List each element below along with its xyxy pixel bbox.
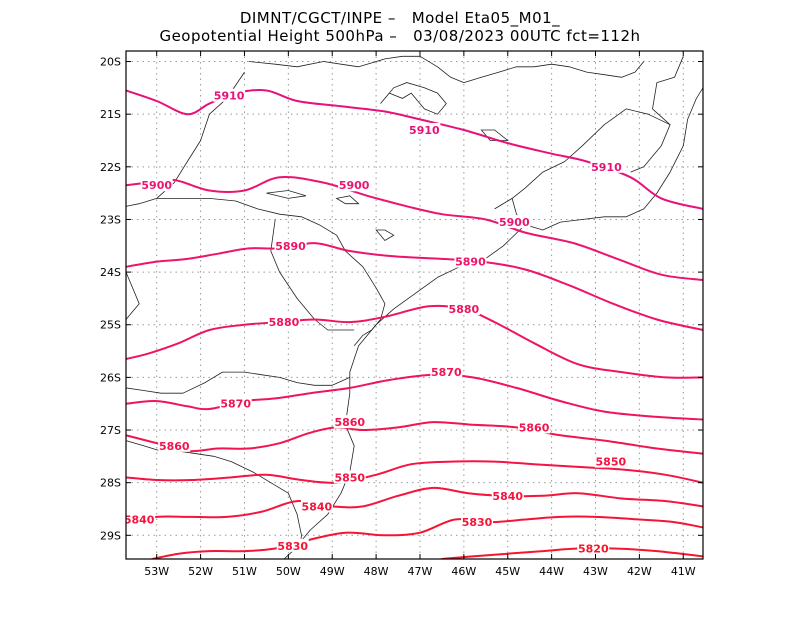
contour-label-background bbox=[140, 178, 173, 192]
boundary-line bbox=[270, 219, 355, 331]
boundary-line bbox=[126, 371, 350, 394]
contour-label-background bbox=[454, 254, 487, 268]
contour-label-background bbox=[408, 122, 441, 136]
lon-tick-label: 41W bbox=[671, 565, 696, 578]
lat-tick-label: 27S bbox=[100, 424, 121, 437]
lat-tick-label: 20S bbox=[100, 56, 121, 69]
contour-label: 5910 bbox=[214, 90, 245, 103]
contour-label-background bbox=[577, 541, 610, 555]
contour-label-background bbox=[518, 420, 551, 434]
contour-label-background bbox=[158, 438, 191, 452]
lon-tick-label: 47W bbox=[408, 565, 433, 578]
lon-tick-label: 45W bbox=[495, 565, 520, 578]
contour-label: 5820 bbox=[578, 542, 609, 555]
contour-label: 5830 bbox=[462, 516, 493, 529]
lat-tick-label: 22S bbox=[100, 161, 121, 174]
contour-label: 5890 bbox=[455, 256, 486, 269]
lat-tick-label: 25S bbox=[100, 319, 121, 332]
contour-label: 5860 bbox=[519, 421, 550, 434]
contour-5890 bbox=[126, 242, 703, 331]
contour-label-background bbox=[498, 215, 531, 229]
contour-label-background bbox=[333, 470, 366, 484]
boundary-line bbox=[494, 108, 671, 210]
lat-tick-label: 26S bbox=[100, 371, 121, 384]
contour-label: 5880 bbox=[449, 303, 480, 316]
lat-tick-label: 24S bbox=[100, 266, 121, 279]
contour-label-background bbox=[219, 396, 252, 410]
contour-5820 bbox=[440, 547, 703, 559]
lat-tick-label: 28S bbox=[100, 477, 121, 490]
lon-tick-label: 43W bbox=[583, 565, 608, 578]
lon-tick-label: 50W bbox=[276, 565, 301, 578]
contour-5840 bbox=[126, 486, 703, 524]
contour-label-background bbox=[126, 512, 156, 526]
contour-label: 5870 bbox=[431, 366, 462, 379]
contour-label: 5900 bbox=[499, 216, 530, 229]
contour-label-background bbox=[300, 499, 333, 513]
lon-tick-label: 44W bbox=[539, 565, 564, 578]
contour-label: 5870 bbox=[220, 398, 251, 411]
water-body bbox=[335, 195, 360, 205]
contour-5870 bbox=[126, 373, 703, 421]
contour-label: 5910 bbox=[591, 161, 622, 174]
boundary-line bbox=[511, 87, 703, 231]
contour-label: 5910 bbox=[409, 124, 440, 137]
contour-label-background bbox=[338, 178, 371, 192]
contour-label: 5860 bbox=[334, 416, 365, 429]
contour-5880 bbox=[126, 304, 703, 379]
contour-label: 5840 bbox=[492, 490, 523, 503]
contour-5850 bbox=[126, 460, 703, 484]
boundary-line bbox=[126, 71, 245, 207]
chart-title-line1: DIMNT/CGCT/INPE – Model Eta05_M01_ bbox=[239, 9, 561, 27]
lat-tick-label: 23S bbox=[100, 213, 121, 226]
lon-tick-label: 53W bbox=[144, 565, 169, 578]
contour-label: 5840 bbox=[302, 500, 333, 513]
contour-label-background bbox=[461, 515, 494, 529]
contour-label-background bbox=[213, 88, 246, 102]
boundary-line bbox=[323, 55, 645, 83]
contour-label-background bbox=[274, 238, 307, 252]
lon-tick-label: 42W bbox=[627, 565, 652, 578]
boundary-line bbox=[630, 56, 684, 173]
lon-tick-label: 48W bbox=[364, 565, 389, 578]
chart-title-line2: Geopotential Height 500hPa – 03/08/2023 … bbox=[159, 27, 641, 45]
contour-label: 5850 bbox=[596, 456, 627, 469]
contour-label: 5900 bbox=[141, 179, 172, 192]
lon-tick-label: 49W bbox=[320, 565, 345, 578]
contour-labels: 5910 5910 5910 5900 5900 5900 5890 5890 5880 5880… bbox=[124, 88, 627, 555]
lon-tick-label: 46W bbox=[451, 565, 476, 578]
lon-tick-label: 51W bbox=[232, 565, 257, 578]
contour-label-background bbox=[430, 365, 463, 379]
water-body bbox=[380, 82, 447, 115]
contour-label: 5850 bbox=[334, 471, 365, 484]
contour-label: 5880 bbox=[269, 316, 300, 329]
political-boundaries bbox=[126, 55, 703, 559]
contour-label: 5860 bbox=[159, 440, 190, 453]
boundary-line bbox=[126, 271, 140, 321]
contour-5860 bbox=[126, 421, 703, 455]
boundary-line bbox=[248, 61, 324, 68]
contour-label-background bbox=[276, 538, 309, 552]
lat-tick-label: 29S bbox=[100, 529, 121, 542]
contour-label-background bbox=[590, 159, 623, 173]
water-body bbox=[375, 229, 395, 242]
contour-label: 5830 bbox=[277, 540, 308, 553]
contour-label-background bbox=[594, 454, 627, 468]
contour-5830 bbox=[151, 515, 703, 559]
contour-label-background bbox=[491, 488, 524, 502]
contour-5900 bbox=[126, 176, 703, 281]
contour-label-background bbox=[447, 301, 480, 315]
water-body bbox=[266, 190, 307, 199]
contour-label: 5900 bbox=[339, 179, 370, 192]
contour-label: 5890 bbox=[275, 240, 306, 253]
lat-tick-label: 21S bbox=[100, 108, 121, 121]
contour-label: 5840 bbox=[124, 514, 155, 527]
contour-label-background bbox=[267, 315, 300, 329]
plot-frame bbox=[125, 50, 704, 560]
axis-ticks: 20S 21S 22S 23S 24S 25S 26S 27S 28S 29S 53W 52W 51W 5… bbox=[100, 51, 703, 578]
contour-label-background bbox=[333, 415, 366, 429]
lon-tick-label: 52W bbox=[188, 565, 213, 578]
height-contours bbox=[126, 89, 703, 559]
